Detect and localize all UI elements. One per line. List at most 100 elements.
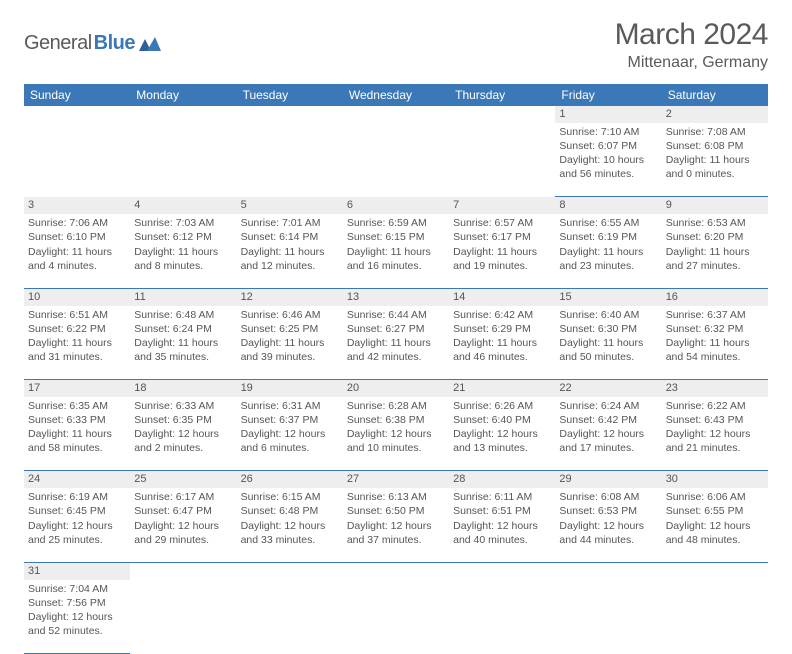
month-title: March 2024 xyxy=(615,18,768,52)
logo-text-1: General xyxy=(24,32,92,55)
day-line: and 33 minutes. xyxy=(241,533,339,547)
day-content-cell xyxy=(237,580,343,654)
day-line: Sunrise: 6:11 AM xyxy=(453,490,551,504)
day-line: Daylight: 11 hours xyxy=(241,336,339,350)
day-line: Sunrise: 6:59 AM xyxy=(347,216,445,230)
day-line: Daylight: 12 hours xyxy=(559,519,657,533)
day-line: Daylight: 11 hours xyxy=(453,336,551,350)
day-line: Sunset: 6:19 PM xyxy=(559,230,657,244)
day-line: Sunset: 6:35 PM xyxy=(134,413,232,427)
day-line: and 39 minutes. xyxy=(241,350,339,364)
day-number-cell xyxy=(130,106,236,123)
day-line: and 0 minutes. xyxy=(666,167,764,181)
day-content-cell: Sunrise: 6:06 AMSunset: 6:55 PMDaylight:… xyxy=(662,488,768,562)
header: GeneralBlue March 2024 Mittenaar, German… xyxy=(0,0,792,78)
day-line: Daylight: 12 hours xyxy=(241,427,339,441)
day-line: Sunrise: 6:48 AM xyxy=(134,308,232,322)
day-content-cell xyxy=(237,123,343,197)
day-line: Daylight: 11 hours xyxy=(559,336,657,350)
day-number-cell xyxy=(555,562,661,579)
day-content-cell: Sunrise: 6:44 AMSunset: 6:27 PMDaylight:… xyxy=(343,306,449,380)
day-content-cell: Sunrise: 6:22 AMSunset: 6:43 PMDaylight:… xyxy=(662,397,768,471)
day-number-cell xyxy=(24,106,130,123)
day-line: Daylight: 10 hours xyxy=(559,153,657,167)
day-number-cell: 6 xyxy=(343,197,449,214)
day-line: Sunrise: 7:03 AM xyxy=(134,216,232,230)
day-number-cell: 23 xyxy=(662,380,768,397)
day-line: Sunrise: 6:40 AM xyxy=(559,308,657,322)
day-line: Sunrise: 6:17 AM xyxy=(134,490,232,504)
day-line: Sunset: 6:40 PM xyxy=(453,413,551,427)
day-number-cell: 1 xyxy=(555,106,661,123)
day-line: Daylight: 11 hours xyxy=(28,427,126,441)
day-number-cell: 13 xyxy=(343,288,449,305)
day-content-cell: Sunrise: 6:11 AMSunset: 6:51 PMDaylight:… xyxy=(449,488,555,562)
day-number-row: 12 xyxy=(24,106,768,123)
day-number-row: 17181920212223 xyxy=(24,380,768,397)
day-line: and 27 minutes. xyxy=(666,259,764,273)
day-content-cell: Sunrise: 6:13 AMSunset: 6:50 PMDaylight:… xyxy=(343,488,449,562)
calendar-table: SundayMondayTuesdayWednesdayThursdayFrid… xyxy=(24,84,768,654)
day-number-cell: 8 xyxy=(555,197,661,214)
day-line: and 29 minutes. xyxy=(134,533,232,547)
day-number-cell: 10 xyxy=(24,288,130,305)
day-line: and 31 minutes. xyxy=(28,350,126,364)
day-content-cell: Sunrise: 6:35 AMSunset: 6:33 PMDaylight:… xyxy=(24,397,130,471)
day-number-cell: 28 xyxy=(449,471,555,488)
day-content-cell: Sunrise: 6:15 AMSunset: 6:48 PMDaylight:… xyxy=(237,488,343,562)
day-line: and 46 minutes. xyxy=(453,350,551,364)
day-line: Daylight: 11 hours xyxy=(666,336,764,350)
day-number-cell: 15 xyxy=(555,288,661,305)
day-line: Sunset: 6:53 PM xyxy=(559,504,657,518)
day-line: and 40 minutes. xyxy=(453,533,551,547)
day-number-cell: 3 xyxy=(24,197,130,214)
day-content-cell xyxy=(343,123,449,197)
day-number-cell: 25 xyxy=(130,471,236,488)
day-line: Daylight: 11 hours xyxy=(559,245,657,259)
day-line: Daylight: 12 hours xyxy=(453,519,551,533)
day-number-cell: 7 xyxy=(449,197,555,214)
day-number-cell: 14 xyxy=(449,288,555,305)
day-line: Sunset: 6:47 PM xyxy=(134,504,232,518)
day-number-row: 10111213141516 xyxy=(24,288,768,305)
day-number-cell: 30 xyxy=(662,471,768,488)
weekday-header: Friday xyxy=(555,84,661,106)
day-content-cell: Sunrise: 6:24 AMSunset: 6:42 PMDaylight:… xyxy=(555,397,661,471)
day-line: Sunset: 6:50 PM xyxy=(347,504,445,518)
day-line: and 17 minutes. xyxy=(559,441,657,455)
day-line: Sunrise: 6:26 AM xyxy=(453,399,551,413)
weekday-header: Thursday xyxy=(449,84,555,106)
day-line: Sunset: 6:17 PM xyxy=(453,230,551,244)
day-number-cell: 2 xyxy=(662,106,768,123)
day-line: Daylight: 12 hours xyxy=(28,610,126,624)
day-line: Daylight: 11 hours xyxy=(28,245,126,259)
day-line: Daylight: 12 hours xyxy=(134,427,232,441)
day-content-row: Sunrise: 6:51 AMSunset: 6:22 PMDaylight:… xyxy=(24,306,768,380)
day-line: Daylight: 12 hours xyxy=(666,519,764,533)
day-content-cell: Sunrise: 6:51 AMSunset: 6:22 PMDaylight:… xyxy=(24,306,130,380)
day-line: Sunset: 6:33 PM xyxy=(28,413,126,427)
day-line: Sunset: 6:25 PM xyxy=(241,322,339,336)
day-line: and 50 minutes. xyxy=(559,350,657,364)
day-content-cell: Sunrise: 7:03 AMSunset: 6:12 PMDaylight:… xyxy=(130,214,236,288)
day-line: Sunrise: 6:24 AM xyxy=(559,399,657,413)
day-line: Daylight: 12 hours xyxy=(134,519,232,533)
day-line: Sunrise: 6:15 AM xyxy=(241,490,339,504)
day-number-cell: 19 xyxy=(237,380,343,397)
day-number-cell: 29 xyxy=(555,471,661,488)
day-line: Sunset: 6:08 PM xyxy=(666,139,764,153)
day-number-cell: 18 xyxy=(130,380,236,397)
day-line: and 42 minutes. xyxy=(347,350,445,364)
day-number-cell: 9 xyxy=(662,197,768,214)
day-line: and 21 minutes. xyxy=(666,441,764,455)
day-content-cell xyxy=(449,123,555,197)
day-content-cell: Sunrise: 6:31 AMSunset: 6:37 PMDaylight:… xyxy=(237,397,343,471)
day-number-cell: 20 xyxy=(343,380,449,397)
day-content-row: Sunrise: 7:04 AMSunset: 7:56 PMDaylight:… xyxy=(24,580,768,654)
day-number-cell: 27 xyxy=(343,471,449,488)
day-line: Daylight: 12 hours xyxy=(241,519,339,533)
day-line: Sunset: 6:38 PM xyxy=(347,413,445,427)
day-content-cell: Sunrise: 6:37 AMSunset: 6:32 PMDaylight:… xyxy=(662,306,768,380)
day-content-cell: Sunrise: 7:06 AMSunset: 6:10 PMDaylight:… xyxy=(24,214,130,288)
weekday-header: Wednesday xyxy=(343,84,449,106)
